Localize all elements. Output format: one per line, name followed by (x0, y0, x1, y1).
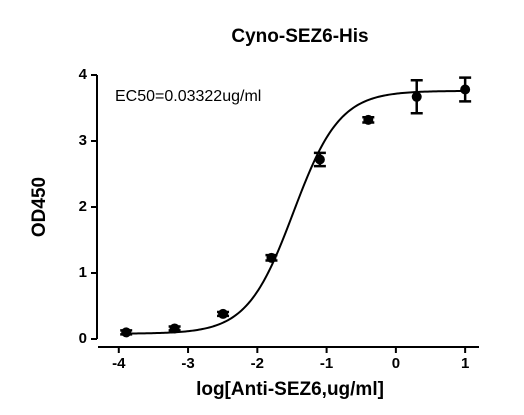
x-tick-label: -3 (181, 355, 194, 372)
y-tick-label: 0 (79, 330, 87, 347)
data-point (460, 84, 471, 95)
y-tick-label: 3 (79, 132, 87, 149)
data-point (411, 91, 422, 102)
x-axis-label: log[Anti-SEZ6,ug/ml] (196, 379, 384, 400)
x-tick-label: 0 (392, 355, 400, 372)
x-tick-label: -1 (320, 355, 333, 372)
x-tick-label: -2 (251, 355, 264, 372)
data-point (363, 114, 374, 125)
data-point (121, 327, 132, 338)
data-point (314, 154, 325, 165)
x-tick-label: 1 (461, 355, 469, 372)
y-tick-label: 2 (79, 198, 87, 215)
y-tick-label: 1 (79, 264, 87, 281)
annotation: EC50=0.03322ug/ml (115, 88, 261, 105)
y-tick-label: 4 (79, 66, 88, 83)
chart-title: Cyno-SEZ6-His (231, 26, 368, 47)
fit-curve (126, 89, 466, 335)
data-point (169, 323, 180, 334)
x-tick-label: -4 (112, 355, 126, 372)
y-axis-label: OD450 (29, 177, 50, 237)
data-point (218, 308, 229, 319)
data-point (266, 252, 277, 263)
